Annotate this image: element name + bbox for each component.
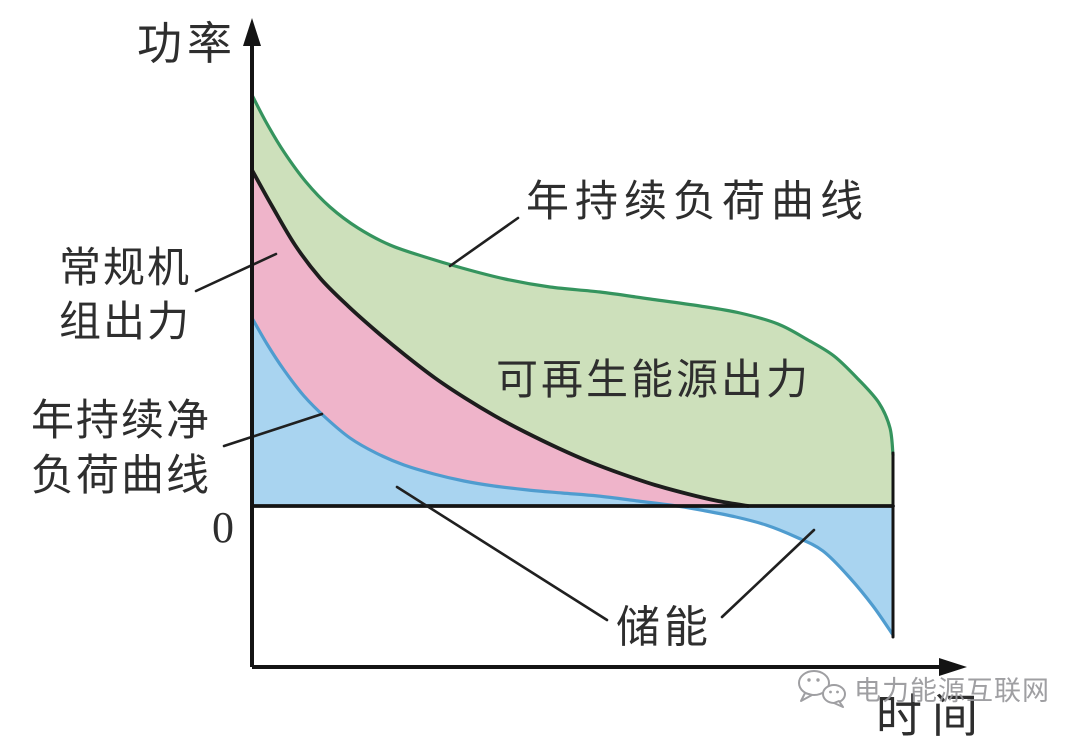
wechat-icon [798, 670, 846, 708]
watermark: 电力能源互联网 [793, 668, 1050, 708]
conventional-output-label-line2: 组出力 [58, 299, 191, 346]
area-renewable-energy-output [252, 95, 893, 506]
area-conventional-unit-output [252, 170, 748, 506]
load-curve-label: 年持续负荷曲线 [526, 179, 869, 226]
renewable-area-label: 可再生能源出力 [496, 358, 812, 404]
area-energy-storage [252, 318, 893, 635]
origin-zero-label: 0 [212, 503, 234, 552]
conventional-output-label-line1: 常规机 [58, 246, 191, 292]
y-axis-label: 功率 [137, 19, 238, 69]
curve-net-load-duration [250, 316, 895, 637]
net-load-curve-label-line1: 年持续净 [31, 398, 211, 445]
x-axis-label: 时间 [876, 691, 988, 742]
curve-conventional-boundary [250, 168, 750, 508]
storage-area-label: 储能 [616, 603, 712, 652]
leader-net-curve [222, 412, 324, 448]
leader-conventional [194, 252, 278, 293]
leader-storage-left [395, 485, 609, 622]
conventional-output-label: 常规机 组出力 [50, 243, 200, 351]
net-load-curve-label-line2: 负荷曲线 [31, 453, 211, 501]
leader-load-curve [448, 216, 520, 268]
watermark-text: 电力能源互联网 [854, 675, 1050, 706]
y-axis-arrowhead-icon [243, 18, 261, 46]
net-load-curve-label: 年持续净 负荷曲线 [20, 394, 222, 504]
leader-storage-right [720, 528, 816, 619]
curve-annual-load-duration [250, 93, 895, 457]
x-axis-arrowhead-icon [939, 658, 967, 676]
